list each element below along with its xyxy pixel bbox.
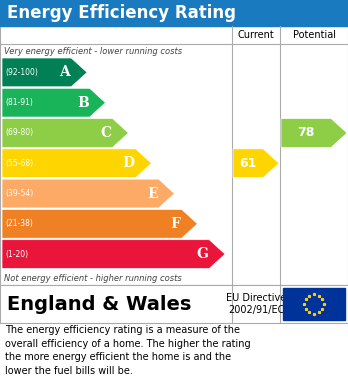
Text: (21-38): (21-38): [5, 219, 33, 228]
Text: (39-54): (39-54): [5, 189, 33, 198]
Polygon shape: [2, 149, 151, 178]
Bar: [0, 26, 348, 285]
Bar: [0, 0, 348, 26]
Text: Potential: Potential: [293, 30, 335, 40]
Text: D: D: [122, 156, 135, 170]
Text: EU Directive
2002/91/EC: EU Directive 2002/91/EC: [226, 293, 286, 315]
Text: (55-68): (55-68): [5, 159, 33, 168]
Text: The energy efficiency rating is a measure of the
overall efficiency of a home. T: The energy efficiency rating is a measur…: [5, 325, 251, 376]
Text: (92-100): (92-100): [5, 68, 38, 77]
Text: Very energy efficient - lower running costs: Very energy efficient - lower running co…: [4, 47, 182, 56]
Text: (1-20): (1-20): [5, 249, 28, 258]
Text: G: G: [196, 247, 208, 261]
Bar: [283, 288, 345, 320]
Polygon shape: [281, 118, 347, 147]
Text: C: C: [101, 126, 112, 140]
Polygon shape: [2, 210, 198, 238]
Text: (81-91): (81-91): [5, 98, 33, 107]
Text: E: E: [147, 187, 158, 201]
Polygon shape: [2, 240, 225, 269]
Polygon shape: [2, 58, 87, 87]
Polygon shape: [2, 179, 174, 208]
Text: 78: 78: [298, 126, 315, 140]
Text: A: A: [60, 65, 70, 79]
Polygon shape: [2, 88, 105, 117]
Text: B: B: [77, 96, 89, 110]
Text: F: F: [171, 217, 181, 231]
Polygon shape: [233, 149, 279, 178]
Text: Not energy efficient - higher running costs: Not energy efficient - higher running co…: [4, 274, 182, 283]
Text: Current: Current: [238, 30, 274, 40]
Text: (69-80): (69-80): [5, 129, 33, 138]
Text: 61: 61: [239, 157, 257, 170]
Text: England & Wales: England & Wales: [7, 294, 191, 314]
Text: Energy Efficiency Rating: Energy Efficiency Rating: [7, 4, 236, 22]
Bar: [0, 285, 348, 323]
Polygon shape: [2, 118, 128, 147]
